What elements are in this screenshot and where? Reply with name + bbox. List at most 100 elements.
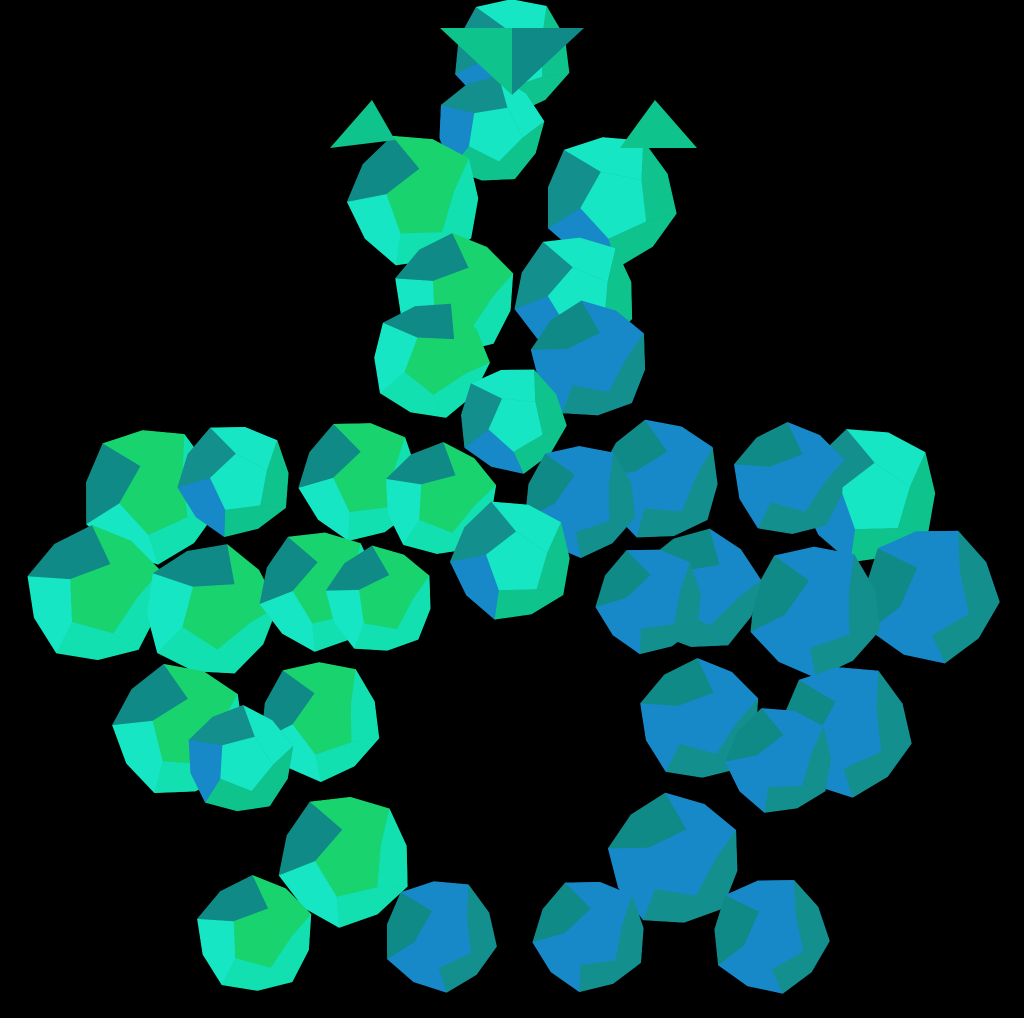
dodecahedron-face-36 [565, 908, 622, 965]
dodecahedron-facet-23-0 [810, 630, 880, 678]
spike-left [330, 100, 395, 148]
dodecahedron-face-31 [757, 734, 812, 787]
dodecahedron-facet-28-2 [188, 705, 255, 746]
dodecahedron-facet-24-3 [709, 528, 762, 599]
dodecahedron-facet-14-0 [148, 508, 219, 565]
dodecahedron-facet-29-4 [876, 670, 912, 752]
dodecahedron-facet-27-0 [315, 738, 380, 782]
dodecahedron-facet-28-4 [251, 746, 294, 807]
dodecahedron-facet-12-3 [545, 446, 614, 486]
dodecahedron-facet-2-2 [347, 135, 420, 202]
polyhedra-group [27, 0, 1000, 994]
dodecahedron-facet-10-3 [645, 419, 713, 476]
dodecahedron-facet-15-0 [56, 621, 139, 660]
dodecahedron-face-34 [414, 911, 471, 968]
dodecahedron-facet-36-1 [532, 932, 581, 992]
dodecahedron-facet-12-2 [525, 453, 575, 519]
dodecahedron-facet-4-4 [471, 273, 514, 344]
dodecahedron-facet-22-0 [757, 502, 827, 534]
dodecahedron-facet-29-3 [799, 667, 879, 711]
dodecahedron-face-14 [119, 466, 188, 535]
dodecahedron-facet-21-2 [865, 548, 918, 631]
dodecahedron-facet-8-1 [464, 429, 524, 474]
dodecahedron-facet-17-2 [152, 544, 235, 587]
dodecahedron-facet-27-4 [350, 669, 380, 743]
dodecahedron-facet-2-3 [392, 135, 469, 193]
dodecahedron-facet-20-4 [897, 452, 936, 535]
dodecahedron-facet-15-2 [27, 525, 111, 580]
dodecahedron-facet-37-0 [771, 941, 830, 994]
dodecahedron-facet-37-2 [714, 895, 760, 966]
dodecahedron-facet-34-2 [387, 892, 433, 960]
dodecahedron-facet-35-3 [665, 792, 736, 860]
dodecahedron-face-12 [554, 474, 610, 533]
dodecahedron-facet-16-4 [260, 440, 289, 508]
dodecahedron-facet-27-3 [282, 662, 356, 705]
dodecahedron-facet-25-2 [595, 550, 651, 607]
dodecahedron-facet-21-4 [958, 530, 1000, 614]
dodecahedron-facet-24-4 [710, 580, 762, 646]
dodecahedron-facet-28-1 [188, 740, 223, 803]
dodecahedron-face-29 [815, 701, 882, 769]
dodecahedron-face-20 [840, 462, 910, 530]
dodecahedron-facet-30-0 [665, 743, 739, 778]
dodecahedron-facet-3-4 [641, 140, 677, 222]
center-void [385, 630, 635, 810]
dodecahedron-facet-11-1 [386, 478, 422, 545]
dodecahedron-facet-36-0 [579, 960, 641, 992]
dodecahedron-facet-33-0 [221, 958, 293, 991]
dodecahedron-facet-6-4 [433, 362, 490, 418]
dodecahedron-facet-8-3 [471, 369, 536, 402]
dodecahedron-facet-4-2 [395, 233, 469, 281]
dodecahedron-face-3 [580, 171, 647, 239]
dodecahedron-facet-23-2 [750, 555, 809, 632]
dodecahedron-face-35 [649, 829, 716, 896]
dodecahedron-facet-7-1 [530, 349, 573, 414]
dodecahedron-face-33 [233, 908, 291, 968]
dodecahedron-facet-19-1 [325, 589, 364, 649]
dodecahedron-facet-8-2 [461, 383, 502, 448]
dodecahedron-face-8 [488, 398, 543, 452]
dodecahedron-facet-17-1 [146, 573, 194, 653]
dodecahedron-facet-32-2 [278, 801, 343, 876]
dodecahedron-facet-21-1 [869, 606, 945, 664]
dodecahedron-facet-26-3 [163, 664, 238, 726]
dodecahedron-face-27 [292, 693, 352, 755]
dodecahedron-facet-27-2 [261, 670, 315, 740]
dodecahedron-facet-11-2 [386, 442, 456, 485]
dodecahedron-facet-11-0 [403, 519, 472, 554]
dodecahedron-facet-11-3 [443, 442, 497, 506]
dodecahedron-facet-17-0 [157, 626, 235, 674]
dodecahedron-facet-25-4 [674, 562, 701, 627]
dodecahedron-facet-17-4 [217, 606, 278, 674]
dodecahedron-face-13 [486, 531, 548, 591]
dodecahedron-facet-7-3 [581, 300, 644, 360]
dodecahedron-face-1 [468, 107, 523, 162]
dodecahedron-facet-22-2 [734, 422, 803, 467]
dodecahedron-facet-34-1 [387, 941, 447, 993]
dodecahedron-facet-18-2 [259, 536, 318, 604]
dodecahedron-facet-2-1 [347, 194, 401, 266]
dodecahedron-facet-30-3 [697, 658, 759, 723]
dodecahedron-facet-34-0 [438, 946, 497, 993]
dodecahedron-face-37 [744, 911, 804, 970]
dodecahedron-facet-32-0 [336, 886, 408, 928]
dodecahedron-facet-13-3 [491, 501, 562, 553]
dodecahedron-facet-37-1 [718, 945, 783, 994]
dodecahedron-facet-19-2 [325, 545, 390, 591]
dodecahedron-face-15 [70, 564, 137, 634]
dodecahedron-facet-21-3 [877, 530, 960, 572]
dodecahedron-facet-30-1 [640, 703, 680, 772]
dodecahedron-facet-19-3 [372, 545, 430, 600]
dodecahedron-facet-12-0 [575, 517, 636, 558]
dodecahedron-facet-36-2 [532, 882, 591, 943]
spike-right [620, 100, 697, 148]
dodecahedron-facet-30-2 [640, 658, 714, 706]
dodecahedron-facet-35-1 [608, 847, 656, 921]
dodecahedron-face-7 [567, 332, 626, 392]
dodecahedron-face-28 [220, 736, 273, 791]
dodecahedron-facet-36-4 [615, 895, 644, 963]
dodecahedron-facet-31-3 [761, 708, 824, 754]
dodecahedron-facet-16-1 [177, 477, 226, 537]
